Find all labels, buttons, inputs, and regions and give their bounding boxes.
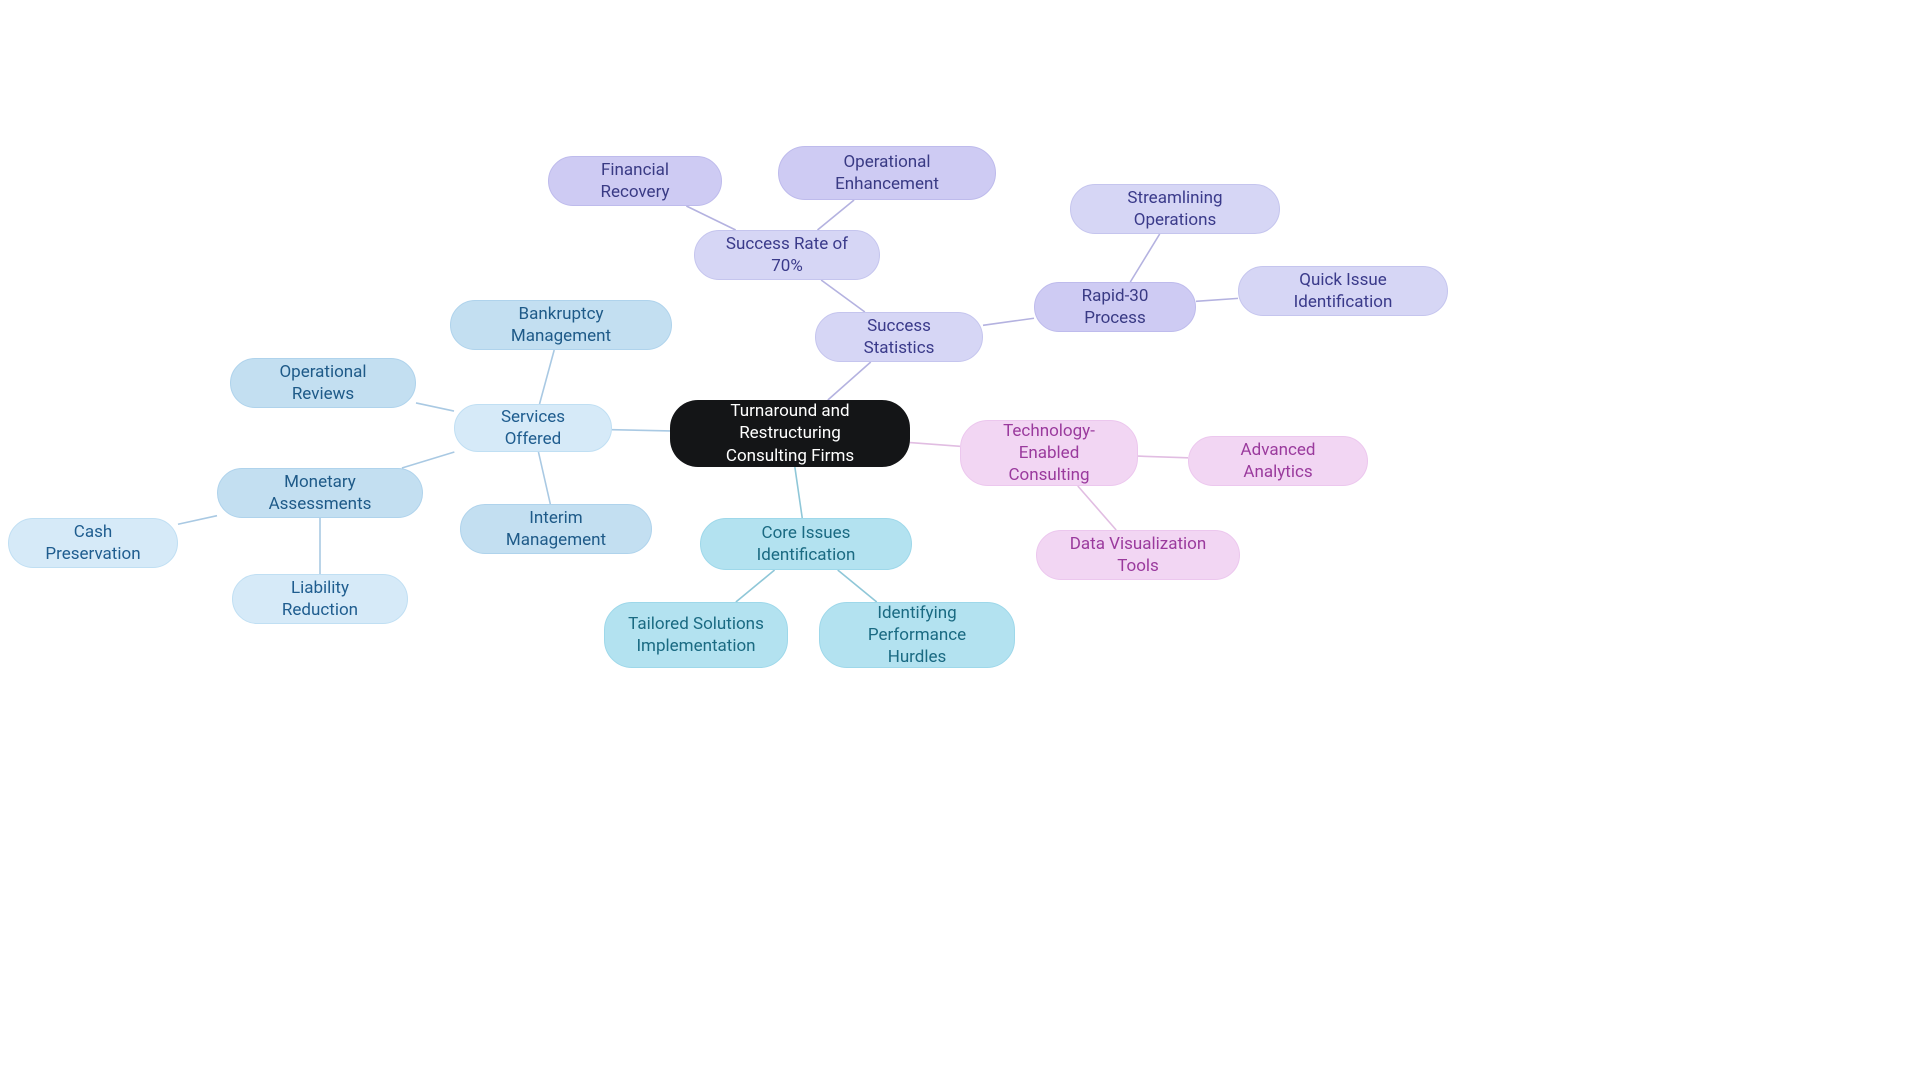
node-interim: Interim Management xyxy=(460,504,652,554)
node-rapid: Rapid-30 Process xyxy=(1034,282,1196,332)
node-viz: Data Visualization Tools xyxy=(1036,530,1240,580)
node-stream: Streamlining Operations xyxy=(1070,184,1280,234)
node-core: Core Issues Identification xyxy=(700,518,912,570)
node-success: Success Statistics xyxy=(815,312,983,362)
node-tailored: Tailored Solutions Implementation xyxy=(604,602,788,668)
node-monetary: Monetary Assessments xyxy=(217,468,423,518)
node-services: Services Offered xyxy=(454,404,612,452)
node-opreviews: Operational Reviews xyxy=(230,358,416,408)
node-hurdles: Identifying Performance Hurdles xyxy=(819,602,1015,668)
node-quick: Quick Issue Identification xyxy=(1238,266,1448,316)
node-cash: Cash Preservation xyxy=(8,518,178,568)
node-openh: Operational Enhancement xyxy=(778,146,996,200)
node-central: Turnaround and Restructuring Consulting … xyxy=(670,400,910,467)
node-finrec: Financial Recovery xyxy=(548,156,722,206)
node-analytics: Advanced Analytics xyxy=(1188,436,1368,486)
node-bankruptcy: Bankruptcy Management xyxy=(450,300,672,350)
node-rate: Success Rate of 70% xyxy=(694,230,880,280)
node-tech: Technology-Enabled Consulting xyxy=(960,420,1138,486)
node-liability: Liability Reduction xyxy=(232,574,408,624)
